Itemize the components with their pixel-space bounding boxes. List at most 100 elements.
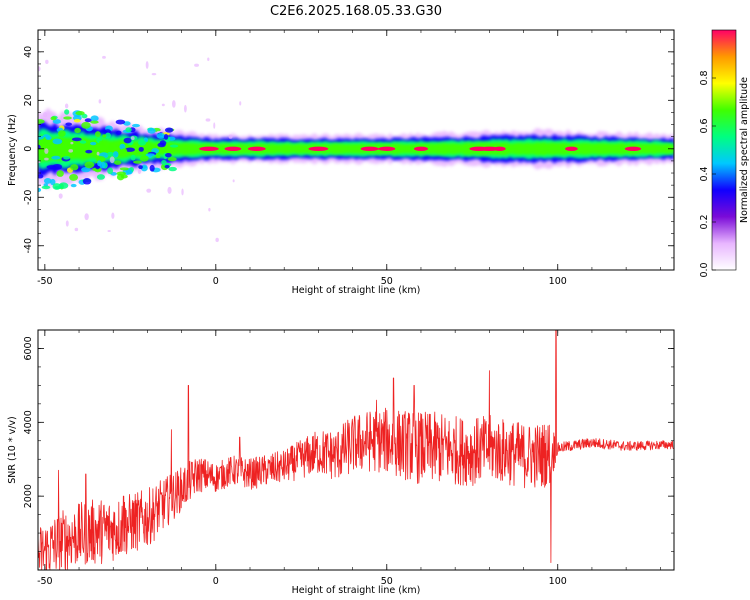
colorbar-gradient — [712, 30, 736, 270]
spectrogram-speckle — [161, 103, 165, 107]
colorbar-tick-label: 0.2 — [699, 214, 710, 229]
spectrogram-speckle — [105, 132, 111, 139]
spectrogram-speckle — [57, 130, 66, 137]
y-tick-label: 0 — [23, 146, 34, 152]
spectrogram-speckle — [45, 135, 52, 140]
spectrogram-speckle — [102, 134, 107, 138]
snr-frame — [37, 329, 675, 571]
x-tick-label: 100 — [549, 576, 567, 587]
spectrogram-speckle — [63, 116, 72, 120]
spectrogram-speckle — [121, 148, 128, 154]
spectrogram-speckle — [138, 146, 144, 152]
spectrogram-speckle — [94, 131, 101, 138]
spectrogram-speckle — [125, 127, 132, 133]
spectrogram-speckle — [69, 173, 79, 181]
spectrogram-speckle — [91, 167, 102, 172]
spectrogram-speckle — [44, 148, 49, 154]
spectrogram-speckle — [79, 140, 87, 144]
spectrogram-speckle — [50, 116, 57, 121]
colorbar-tick-label: 0.6 — [699, 118, 710, 133]
spectrogram-speckle — [52, 163, 63, 170]
spectrogram-speckle — [38, 144, 41, 150]
spectrogram-speckle — [130, 136, 135, 141]
spectrogram-speckle — [147, 127, 156, 134]
spectrogram-y-label: Frequency (Hz) — [7, 114, 18, 186]
y-tick-label: 6000 — [23, 336, 34, 360]
spectrogram-speckle — [102, 55, 106, 59]
spectrogram-speckle — [65, 122, 72, 126]
x-tick-label: 100 — [549, 276, 567, 287]
spectrogram-speckle — [97, 160, 102, 167]
spectrogram-speckle — [165, 152, 172, 158]
spectrogram-speckle — [44, 157, 49, 161]
spectrogram-speckle — [138, 139, 147, 146]
spectrogram-speckle — [168, 166, 177, 172]
spectrogram-speckle — [65, 220, 69, 227]
spectrogram-speckle — [98, 99, 102, 104]
colorbar-tick-label: 0.4 — [699, 166, 710, 181]
spectrogram-speckle — [84, 213, 89, 221]
colorbar-frame — [711, 29, 737, 271]
snr-series-line — [38, 330, 674, 570]
spectrogram-speckle — [138, 165, 143, 170]
spectrogram-speckle — [116, 171, 127, 176]
spectrogram-speckle — [207, 57, 210, 62]
y-tick-label: 4000 — [23, 410, 34, 434]
spectrogram-speckle — [96, 174, 105, 180]
colorbar-label: Normalized spectral amplitude — [739, 77, 750, 223]
spectrogram-speckle — [81, 121, 91, 129]
spectrogram-speckle — [81, 167, 91, 173]
spectrogram-speckle — [70, 141, 74, 145]
spectrogram-speckle — [58, 182, 69, 189]
spectrogram-speckle — [71, 137, 82, 142]
y-tick-label: 40 — [23, 46, 34, 58]
spectrogram-speckle — [74, 127, 81, 133]
chart-title: C2E6.2025.168.05.33.G30 — [270, 4, 442, 19]
spectrogram-speckle — [213, 122, 216, 129]
spectrogram-hot-spot — [224, 146, 242, 151]
spectrogram-speckle — [107, 167, 114, 175]
x-tick-label: -50 — [37, 576, 53, 587]
spectrogram-speckle — [74, 227, 79, 232]
spectrogram-speckle — [205, 118, 211, 122]
spectrogram-speckle — [95, 156, 106, 163]
spectrogram-speckle — [38, 187, 42, 192]
spectrogram-speckle — [133, 160, 142, 164]
spectrogram-speckle — [38, 160, 41, 164]
spectrogram-speckle — [194, 63, 199, 67]
spectrogram-hot-spot — [413, 146, 429, 151]
spectrogram-speckle — [52, 138, 63, 145]
spectrogram-speckle — [38, 119, 45, 124]
spectrogram-speckle — [239, 101, 242, 106]
spectrogram-heatmap — [38, 55, 674, 243]
spectrogram-hot-spot — [493, 146, 506, 151]
snr-y-label: SNR (10 * v/v) — [7, 416, 18, 484]
spectrogram-speckle — [64, 109, 70, 115]
spectrogram-speckle — [139, 155, 149, 162]
spectrogram-speckle — [85, 149, 93, 154]
spectrogram-speckle — [167, 186, 172, 194]
spectrogram-hot-spot — [624, 146, 642, 151]
spectrogram-speckle — [157, 142, 166, 148]
spectrogram-speckle — [109, 156, 115, 164]
spectrogram-speckle — [151, 72, 157, 76]
colorbar-ticks: 0.0 0.2 0.4 0.6 0.8 — [699, 70, 716, 278]
spectrogram-speckle — [56, 170, 64, 177]
spectrogram-speckle — [107, 229, 111, 233]
spectrogram-speckle — [123, 137, 132, 144]
spectrogram-speckle — [45, 59, 49, 64]
y-tick-label: -40 — [23, 238, 34, 254]
spectrogram-speckle — [167, 157, 177, 162]
colorbar-tick-label: 0.8 — [699, 70, 710, 85]
spectrogram-speckle — [70, 164, 79, 171]
spectrogram-speckle — [120, 174, 128, 179]
spectrogram-speckle — [115, 119, 126, 125]
spectrogram-hot-spot — [565, 146, 578, 151]
spectrogram-speckle — [38, 135, 44, 140]
spectrogram-hot-spot — [308, 146, 329, 151]
colorbar-tick-label: 0.0 — [699, 262, 710, 277]
snr-panel: -50 0 50 100 2000 4000 6000 Height of straight… — [7, 329, 675, 596]
spectrogram-speckle — [52, 183, 62, 190]
spectrogram-speckle — [42, 111, 48, 118]
